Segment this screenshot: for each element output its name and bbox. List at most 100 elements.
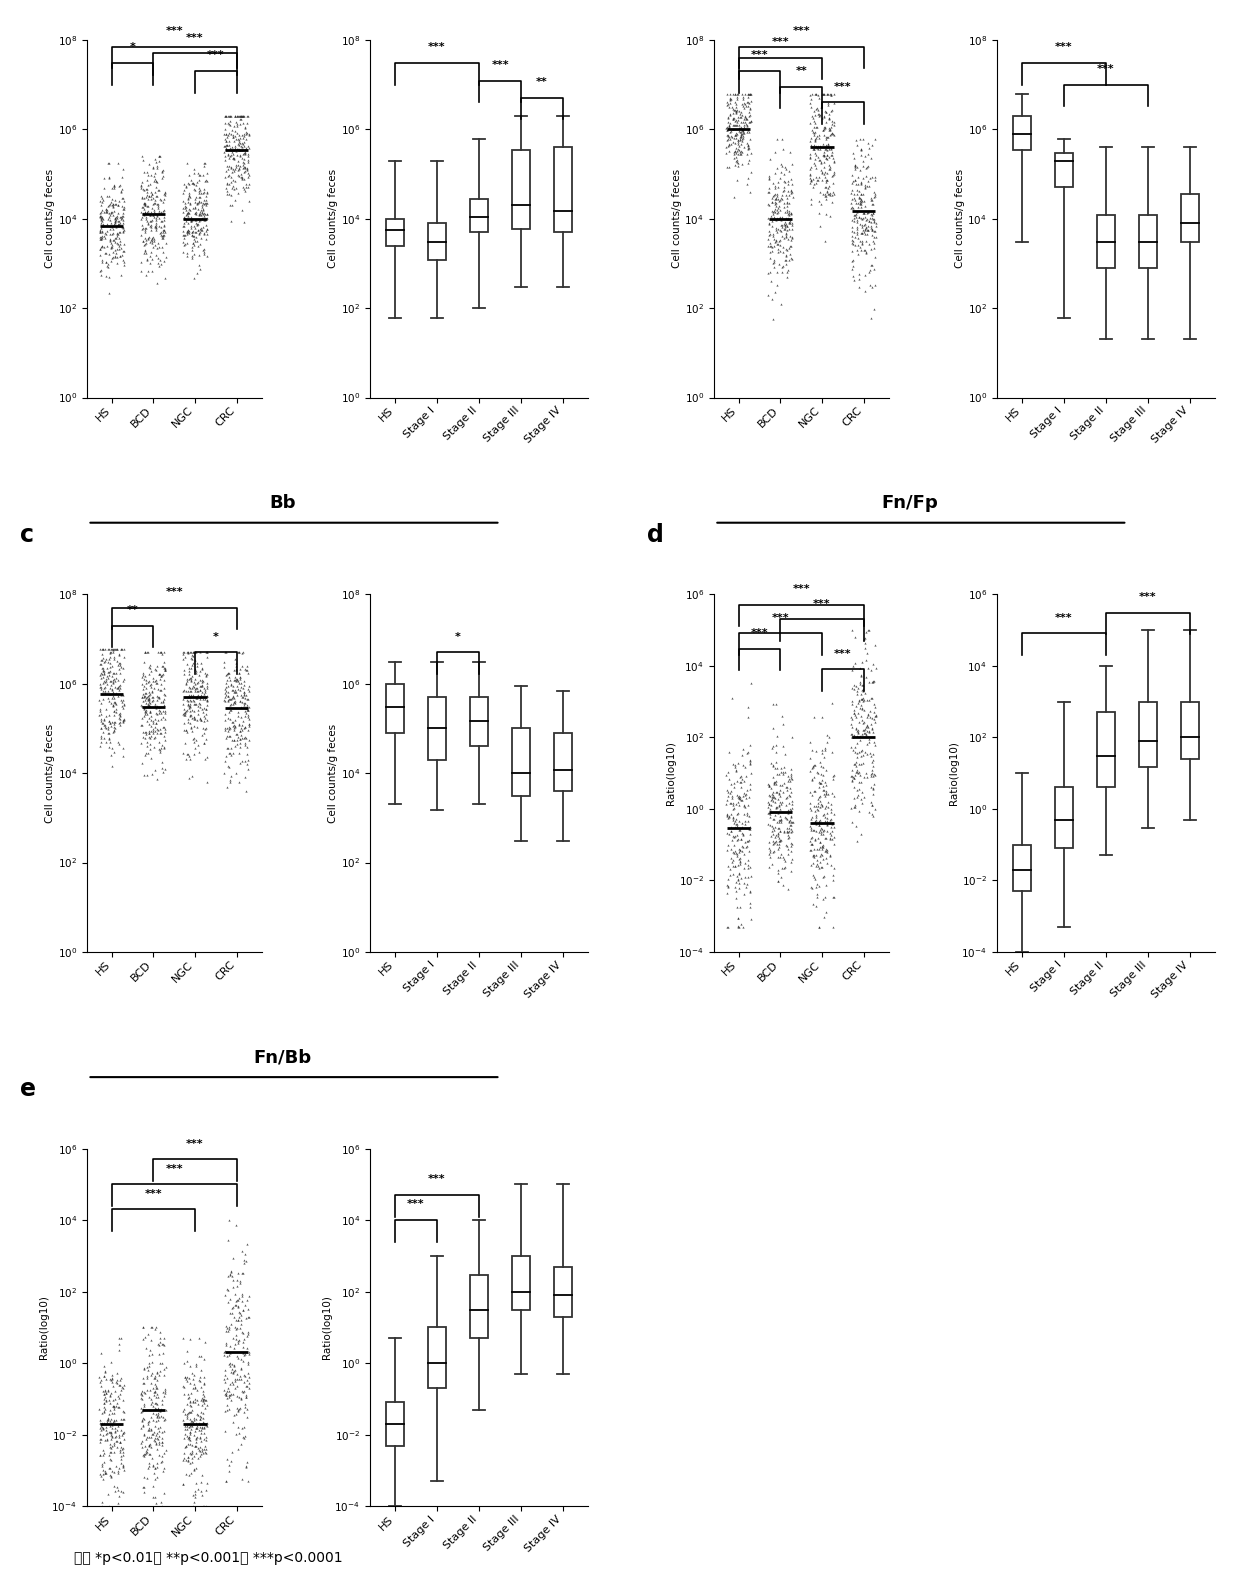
Point xyxy=(801,132,821,158)
Point xyxy=(842,725,862,751)
Point xyxy=(735,104,755,129)
Point xyxy=(104,1408,124,1433)
Point xyxy=(858,142,878,167)
Point xyxy=(842,706,862,732)
Point xyxy=(821,823,841,848)
Point xyxy=(109,234,129,260)
Point xyxy=(185,666,205,692)
Point xyxy=(780,198,800,223)
Point xyxy=(228,1294,248,1320)
Point xyxy=(718,874,738,899)
Point xyxy=(810,148,830,174)
Point xyxy=(104,714,124,740)
Point xyxy=(817,124,837,150)
Point xyxy=(141,228,161,253)
Point xyxy=(864,296,884,322)
Point xyxy=(846,792,866,818)
Point xyxy=(724,145,744,171)
Point xyxy=(848,233,868,258)
Point xyxy=(92,233,112,258)
Point xyxy=(849,740,869,765)
Point xyxy=(861,257,880,282)
Point xyxy=(138,193,157,218)
Point xyxy=(763,183,782,209)
Point xyxy=(227,722,247,748)
Point xyxy=(734,134,754,159)
Point xyxy=(777,764,797,789)
Point xyxy=(151,663,171,689)
Point xyxy=(740,102,760,128)
Point xyxy=(190,740,210,765)
Point xyxy=(175,684,195,709)
Point xyxy=(195,1364,215,1390)
Point xyxy=(105,1420,125,1446)
Point xyxy=(820,105,839,131)
Point xyxy=(175,222,195,247)
Point xyxy=(110,713,130,738)
Point xyxy=(177,1385,197,1411)
Point xyxy=(151,663,171,689)
Point xyxy=(100,215,120,241)
Point xyxy=(813,864,833,889)
Point xyxy=(769,869,789,894)
Point xyxy=(131,185,151,210)
Point xyxy=(815,155,835,180)
Point xyxy=(219,1385,239,1411)
Point xyxy=(816,794,836,819)
Point xyxy=(776,214,796,239)
Point xyxy=(759,166,779,191)
Point xyxy=(847,813,867,838)
Point xyxy=(725,131,745,156)
Point xyxy=(728,905,748,931)
Point xyxy=(740,878,760,904)
Point xyxy=(190,201,210,226)
Point xyxy=(765,204,785,230)
Point xyxy=(139,198,159,223)
Point xyxy=(197,180,217,206)
Point xyxy=(761,269,781,295)
Point xyxy=(155,756,175,781)
Point xyxy=(92,1400,112,1425)
Point xyxy=(802,105,822,131)
Point xyxy=(238,698,258,724)
Point xyxy=(145,214,165,239)
Point xyxy=(232,722,252,748)
Point xyxy=(231,107,250,132)
Point xyxy=(139,655,159,681)
Point xyxy=(107,1428,126,1454)
Point xyxy=(185,655,205,681)
Point xyxy=(234,714,254,740)
Point xyxy=(738,131,758,156)
Point xyxy=(133,228,153,253)
Point xyxy=(134,666,154,692)
Point xyxy=(146,214,166,239)
Point xyxy=(779,207,799,233)
Bar xyxy=(470,199,487,233)
Point xyxy=(92,701,112,727)
Point xyxy=(766,794,786,819)
Point xyxy=(811,158,831,183)
Point xyxy=(229,1285,249,1310)
Point xyxy=(228,703,248,728)
Point xyxy=(843,673,863,698)
Point xyxy=(217,1385,237,1411)
Point xyxy=(801,851,821,877)
Point xyxy=(732,110,751,135)
Point xyxy=(103,1409,123,1435)
Point xyxy=(143,689,162,714)
Point xyxy=(812,159,832,185)
Point xyxy=(779,210,799,236)
Point xyxy=(197,217,217,242)
Point xyxy=(109,1331,129,1356)
Point xyxy=(725,854,745,880)
Point xyxy=(825,113,844,139)
Point xyxy=(216,689,236,714)
Point xyxy=(228,725,248,751)
Point xyxy=(857,719,877,744)
Point xyxy=(93,655,113,681)
Point xyxy=(107,244,126,269)
Point xyxy=(105,1417,125,1443)
Point xyxy=(228,153,248,179)
Point xyxy=(175,222,195,247)
Point xyxy=(768,239,787,265)
